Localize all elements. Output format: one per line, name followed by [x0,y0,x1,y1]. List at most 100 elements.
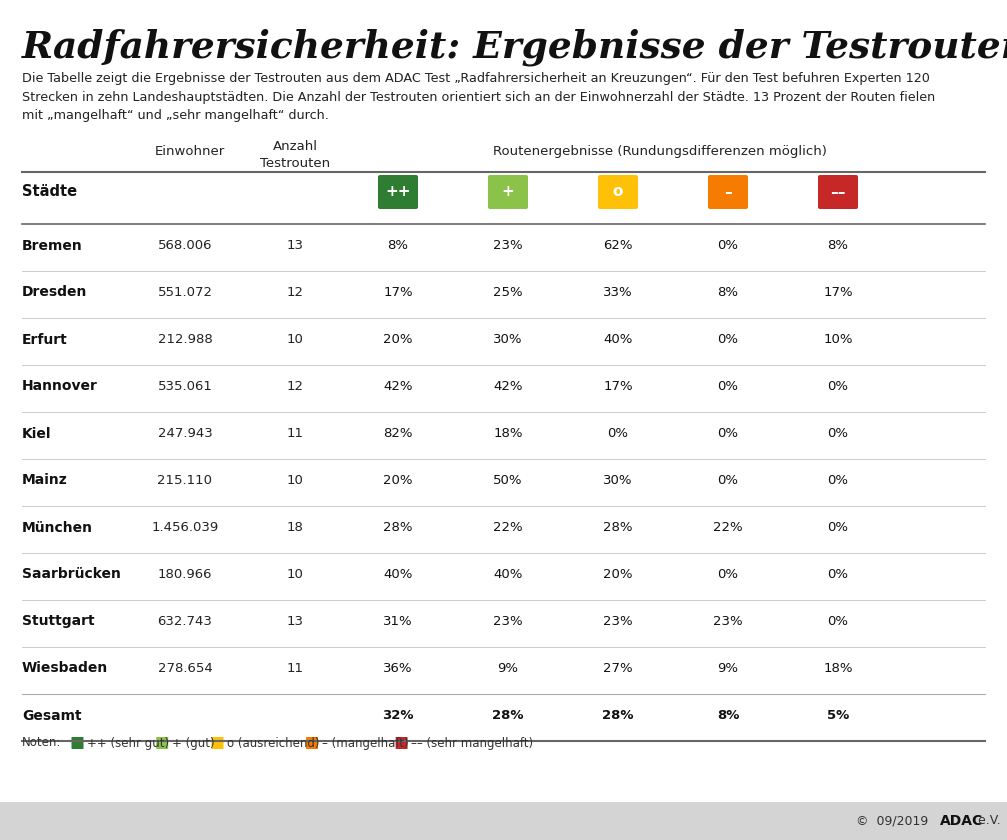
Text: Dresden: Dresden [22,286,88,300]
Text: +: + [501,185,515,199]
Text: 18%: 18% [493,427,523,440]
Text: 50%: 50% [493,474,523,487]
Text: Erfurt: Erfurt [22,333,67,346]
Text: 8%: 8% [828,239,849,252]
Text: o: o [613,185,623,199]
FancyBboxPatch shape [211,737,224,749]
Text: 17%: 17% [384,286,413,299]
Text: 535.061: 535.061 [157,380,212,393]
Text: 247.943: 247.943 [158,427,212,440]
Text: 8%: 8% [388,239,409,252]
Text: 0%: 0% [828,521,849,534]
FancyBboxPatch shape [378,175,418,209]
Text: 32%: 32% [383,709,414,722]
Text: 22%: 22% [713,521,743,534]
Text: Radfahrersicherheit: Ergebnisse der Testrouten: Radfahrersicherheit: Ergebnisse der Test… [22,28,1007,66]
Text: 28%: 28% [492,709,524,722]
FancyBboxPatch shape [488,175,528,209]
Text: 30%: 30% [603,474,632,487]
Text: 0%: 0% [828,427,849,440]
Text: 0%: 0% [718,568,738,581]
Text: Mainz: Mainz [22,474,67,487]
Text: ++: ++ [386,185,411,199]
Text: 8%: 8% [718,286,738,299]
Text: 0%: 0% [718,380,738,393]
FancyBboxPatch shape [156,737,168,749]
Text: 11: 11 [287,662,303,675]
Text: 23%: 23% [493,615,523,628]
Text: 82%: 82% [384,427,413,440]
Text: 1.456.039: 1.456.039 [151,521,219,534]
Text: 0%: 0% [718,333,738,346]
Text: 0%: 0% [828,568,849,581]
Bar [0,802,1007,840]
Text: 10: 10 [287,333,303,346]
FancyBboxPatch shape [818,175,858,209]
Text: Noten:: Noten: [22,737,61,749]
Text: 18: 18 [287,521,303,534]
Text: 28%: 28% [384,521,413,534]
Text: 30%: 30% [493,333,523,346]
FancyBboxPatch shape [306,737,318,749]
Text: ++ (sehr gut): ++ (sehr gut) [87,737,169,749]
Text: 40%: 40% [603,333,632,346]
Text: – (mangelhaft): – (mangelhaft) [321,737,408,749]
Text: 9%: 9% [718,662,738,675]
Text: Die Tabelle zeigt die Ergebnisse der Testrouten aus dem ADAC Test „Radfahrersich: Die Tabelle zeigt die Ergebnisse der Tes… [22,72,936,122]
Text: Saarbrücken: Saarbrücken [22,568,121,581]
Text: 212.988: 212.988 [158,333,212,346]
Text: 0%: 0% [718,427,738,440]
Text: 13: 13 [287,239,303,252]
Text: 20%: 20% [603,568,632,581]
Text: 10%: 10% [824,333,853,346]
Text: 23%: 23% [713,615,743,628]
Text: 33%: 33% [603,286,632,299]
Text: 180.966: 180.966 [158,568,212,581]
Text: 42%: 42% [493,380,523,393]
Text: 11: 11 [287,427,303,440]
Text: Einwohner: Einwohner [155,145,226,158]
Text: 20%: 20% [384,474,413,487]
Text: 42%: 42% [384,380,413,393]
Text: 22%: 22% [493,521,523,534]
Text: ––: –– [830,185,846,199]
FancyBboxPatch shape [598,175,638,209]
Text: ADAC: ADAC [940,814,983,828]
FancyBboxPatch shape [396,737,408,749]
Text: Bremen: Bremen [22,239,83,253]
Text: 40%: 40% [384,568,413,581]
Text: 27%: 27% [603,662,632,675]
Text: –: – [724,185,732,199]
FancyBboxPatch shape [708,175,748,209]
Text: Kiel: Kiel [22,427,51,440]
Text: 8%: 8% [717,709,739,722]
Text: Routenergebnisse (Rundungsdifferenzen möglich): Routenergebnisse (Rundungsdifferenzen mö… [493,145,827,158]
Text: 0%: 0% [718,474,738,487]
Text: 40%: 40% [493,568,523,581]
Text: 10: 10 [287,568,303,581]
Text: 215.110: 215.110 [157,474,212,487]
Text: 12: 12 [287,380,303,393]
FancyBboxPatch shape [71,737,84,749]
Text: 28%: 28% [602,709,633,722]
Text: 0%: 0% [828,380,849,393]
Text: + (gut): + (gut) [172,737,214,749]
Text: Städte: Städte [22,185,78,199]
Text: 17%: 17% [823,286,853,299]
Text: 20%: 20% [384,333,413,346]
Text: Hannover: Hannover [22,380,98,393]
Text: 62%: 62% [603,239,632,252]
Text: 13: 13 [287,615,303,628]
Text: 5%: 5% [827,709,849,722]
Text: –– (sehr mangelhaft): –– (sehr mangelhaft) [411,737,534,749]
Text: 632.743: 632.743 [157,615,212,628]
Text: Anzahl
Testrouten: Anzahl Testrouten [260,140,330,170]
Text: 23%: 23% [603,615,632,628]
Text: 28%: 28% [603,521,632,534]
Text: 12: 12 [287,286,303,299]
Text: 17%: 17% [603,380,632,393]
Text: ©  09/2019: © 09/2019 [856,815,928,827]
Text: 278.654: 278.654 [158,662,212,675]
Text: 0%: 0% [718,239,738,252]
Text: Gesamt: Gesamt [22,708,82,722]
